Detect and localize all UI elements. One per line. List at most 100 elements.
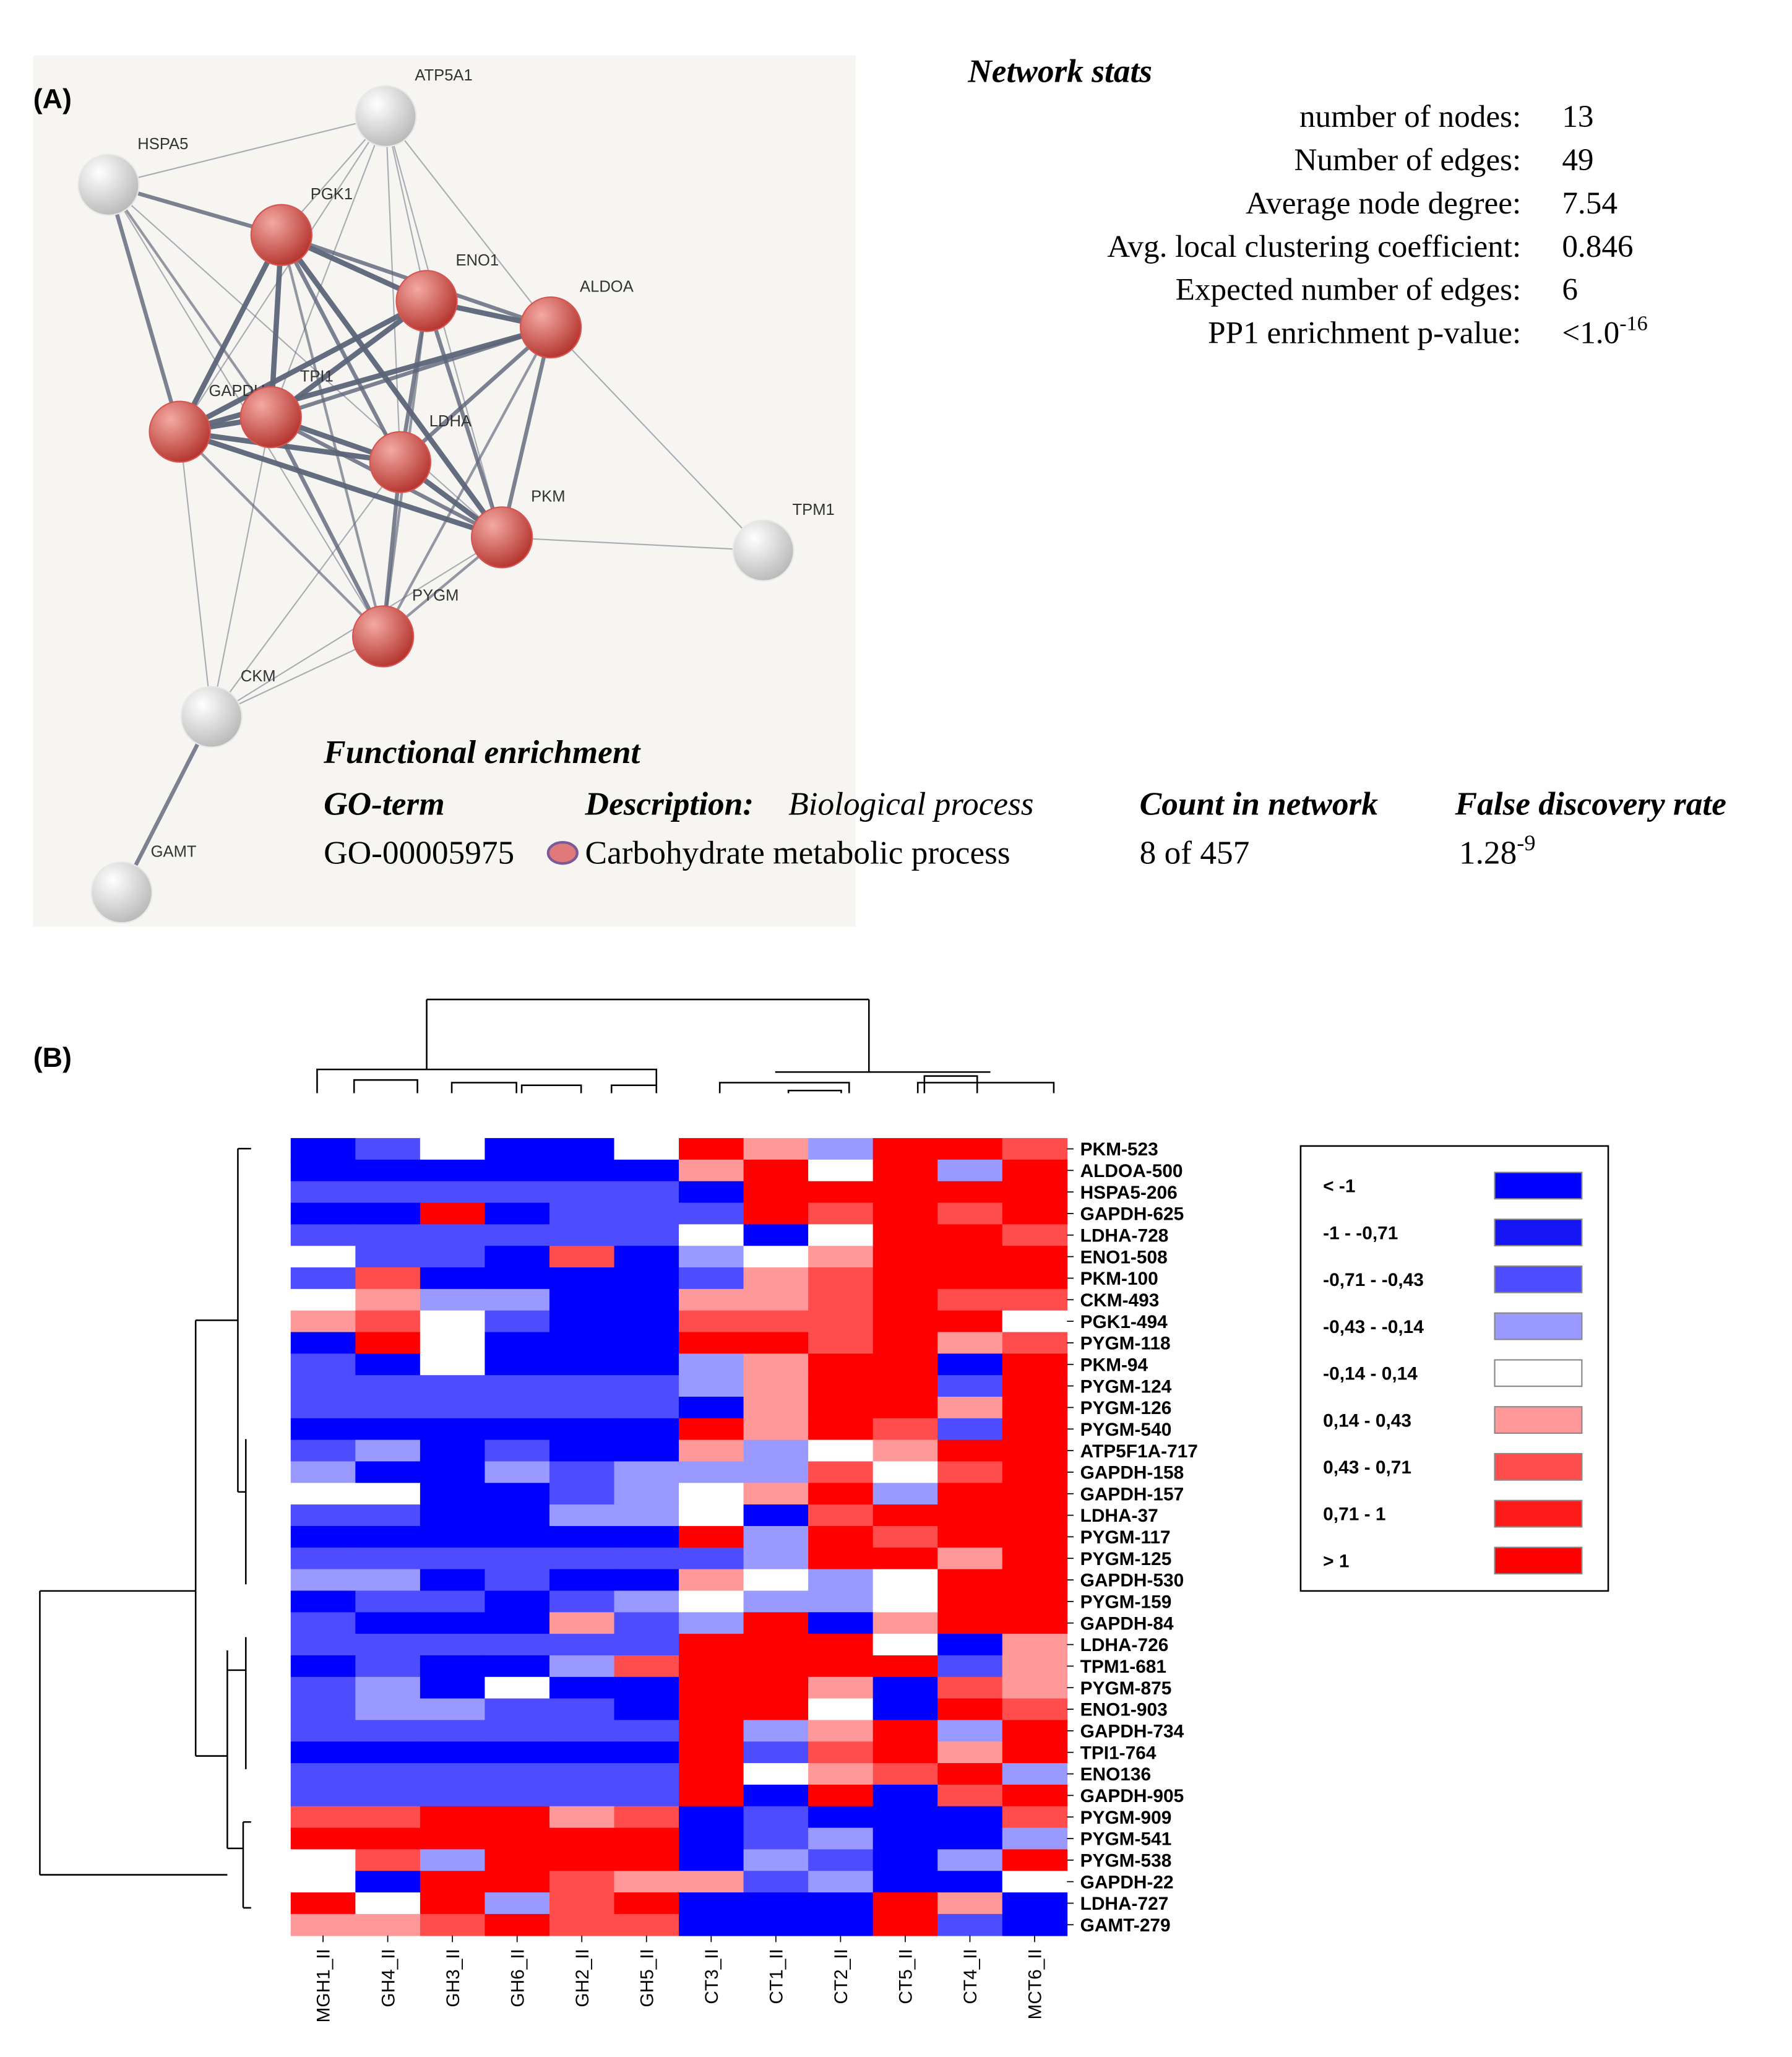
cell — [808, 1397, 874, 1419]
edge — [179, 431, 212, 717]
cell — [485, 1332, 550, 1355]
cell — [1002, 1849, 1068, 1872]
cell — [743, 1332, 809, 1355]
cell — [420, 1763, 486, 1785]
cell — [937, 1138, 1003, 1160]
cell — [420, 1159, 486, 1182]
cell — [872, 1138, 939, 1160]
panel-label: (B) — [33, 1042, 72, 1073]
row-label: LDHA-727 — [1080, 1894, 1169, 1914]
row-label: ATP5F1A-717 — [1080, 1441, 1198, 1462]
legend-swatch — [1494, 1171, 1583, 1200]
cell — [808, 1763, 874, 1785]
cell — [485, 1439, 550, 1462]
cell — [937, 1806, 1003, 1829]
cell — [679, 1569, 744, 1592]
node-label: GAMT — [151, 843, 197, 861]
cell — [872, 1806, 939, 1829]
cell — [614, 1267, 679, 1290]
node-label: PKM — [531, 488, 565, 506]
cell — [420, 1655, 486, 1678]
cell — [290, 1246, 356, 1268]
cell — [549, 1504, 615, 1527]
cell — [614, 1590, 679, 1613]
cell — [420, 1138, 486, 1160]
node — [180, 686, 243, 748]
cell — [743, 1634, 809, 1656]
cell — [420, 1483, 486, 1506]
cell — [355, 1827, 421, 1850]
edge — [385, 116, 551, 328]
cell — [290, 1763, 356, 1785]
node-label: ENO1 — [455, 252, 499, 269]
cell — [1002, 1676, 1068, 1699]
cell — [549, 1634, 615, 1656]
cell — [614, 1181, 679, 1204]
cell — [549, 1806, 615, 1829]
cell — [743, 1547, 809, 1570]
cell — [290, 1483, 356, 1506]
cell — [808, 1246, 874, 1268]
cell — [937, 1181, 1003, 1204]
cell — [1002, 1913, 1068, 1936]
cell — [679, 1159, 744, 1182]
cell — [485, 1547, 550, 1570]
cell — [355, 1655, 421, 1678]
count: 8 of 457 — [1140, 834, 1250, 871]
cell — [937, 1288, 1003, 1311]
cell — [485, 1181, 550, 1204]
cell — [420, 1202, 486, 1225]
column-label: CT5_II — [896, 1949, 916, 2004]
cell — [1002, 1246, 1068, 1268]
cell — [549, 1267, 615, 1290]
cell — [679, 1741, 744, 1764]
cell — [937, 1159, 1003, 1182]
cell — [290, 1224, 356, 1247]
cell — [679, 1590, 744, 1613]
stat-value: 6 — [1562, 272, 1578, 308]
cell — [1002, 1439, 1068, 1462]
cell — [937, 1892, 1003, 1915]
cell — [872, 1849, 939, 1872]
cell — [679, 1224, 744, 1247]
cell — [355, 1288, 421, 1311]
cell — [355, 1159, 421, 1182]
cell — [614, 1655, 679, 1678]
cell — [355, 1138, 421, 1160]
cell — [355, 1569, 421, 1592]
cell — [614, 1461, 679, 1484]
cell — [290, 1590, 356, 1613]
legend-label: -0,43 - -0,14 — [1323, 1317, 1424, 1337]
edge — [210, 462, 401, 718]
cell — [937, 1871, 1003, 1893]
cell — [808, 1461, 874, 1484]
cell — [679, 1655, 744, 1678]
row-label: GAPDH-158 — [1080, 1463, 1184, 1483]
cell — [743, 1288, 809, 1311]
cell — [679, 1547, 744, 1570]
cell — [355, 1439, 421, 1462]
cell — [679, 1439, 744, 1462]
cell — [614, 1397, 679, 1419]
cell — [355, 1634, 421, 1656]
stats-title: Network stats — [967, 52, 1152, 89]
cell — [872, 1353, 939, 1376]
cell — [808, 1418, 874, 1441]
cell — [808, 1288, 874, 1311]
cell — [290, 1461, 356, 1484]
cell — [808, 1698, 874, 1721]
cell — [1002, 1612, 1068, 1634]
cell — [420, 1590, 486, 1613]
cell — [355, 1784, 421, 1807]
cell — [290, 1676, 356, 1699]
cell — [1002, 1784, 1068, 1807]
edge — [108, 184, 502, 538]
cell — [872, 1720, 939, 1743]
row-label: ENO136 — [1080, 1764, 1152, 1785]
cell — [485, 1159, 550, 1182]
cell — [290, 1397, 356, 1419]
cell — [872, 1569, 939, 1592]
cell — [614, 1332, 679, 1355]
row-label: GAPDH-157 — [1080, 1484, 1184, 1504]
